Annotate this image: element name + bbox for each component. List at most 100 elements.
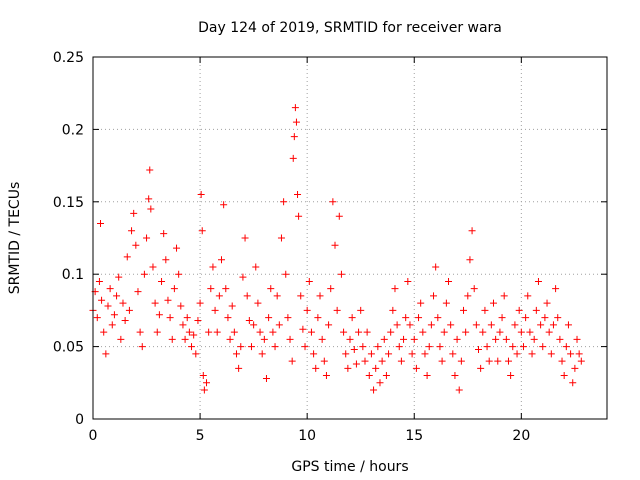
data-point-marker [199, 372, 207, 380]
data-point-marker [243, 292, 251, 300]
data-point-marker [470, 285, 478, 293]
y-tick-label: 0.25 [53, 50, 84, 66]
data-point-marker [526, 328, 534, 336]
data-point-marker [573, 335, 581, 343]
data-point-marker [181, 335, 189, 343]
data-point-marker [552, 285, 560, 293]
data-point-marker [365, 372, 373, 380]
data-point-marker [303, 306, 311, 314]
data-point-marker [235, 364, 243, 372]
y-tick-label: 0 [75, 412, 84, 428]
y-axis-label: SRMTID / TECUs [7, 182, 23, 295]
data-point-marker [374, 343, 382, 351]
plot-frame [92, 56, 608, 420]
data-point-marker [291, 104, 299, 112]
data-point-marker [378, 357, 386, 365]
data-point-marker [472, 321, 480, 329]
data-point-marker [297, 292, 305, 300]
data-point-marker [205, 328, 213, 336]
data-point-marker [395, 343, 403, 351]
data-point-marker [207, 285, 215, 293]
x-tick-label: 0 [89, 428, 98, 444]
data-point-marker [537, 321, 545, 329]
data-point-marker [350, 345, 358, 353]
data-point-marker [331, 241, 339, 249]
data-point-marker [489, 299, 497, 307]
data-point-marker [560, 372, 568, 380]
data-point-marker [355, 328, 363, 336]
data-point-marker [342, 350, 350, 358]
data-point-marker [145, 195, 153, 203]
data-point-marker [173, 244, 181, 252]
data-point-marker [151, 299, 159, 307]
data-point-marker [440, 328, 448, 336]
data-point-marker [209, 263, 217, 271]
data-point-marker [337, 270, 345, 278]
data-point-marker [250, 321, 258, 329]
data-point-marker [513, 350, 521, 358]
data-point-marker [438, 357, 446, 365]
data-point-marker [479, 328, 487, 336]
data-point-marker [256, 328, 264, 336]
data-point-marker [295, 212, 303, 220]
data-point-marker [299, 325, 307, 333]
data-point-marker [132, 241, 140, 249]
data-point-marker [346, 335, 354, 343]
data-point-marker [177, 302, 185, 310]
data-point-marker [247, 343, 255, 351]
data-point-marker [340, 328, 348, 336]
data-point-marker [104, 302, 112, 310]
data-point-marker [280, 198, 288, 206]
data-point-marker [175, 270, 183, 278]
data-point-marker [372, 364, 380, 372]
data-point-marker [269, 328, 277, 336]
data-point-marker [477, 364, 485, 372]
data-point-marker [143, 234, 151, 242]
data-point-marker [363, 328, 371, 336]
data-point-marker [213, 328, 221, 336]
data-point-marker [241, 234, 249, 242]
data-point-marker [333, 306, 341, 314]
data-point-marker [262, 374, 270, 382]
data-point-marker [387, 328, 395, 336]
data-point-marker [492, 335, 500, 343]
data-point-marker [290, 133, 298, 141]
data-point-marker [519, 343, 527, 351]
data-point-marker [96, 220, 104, 228]
data-point-marker [468, 227, 476, 235]
data-point-marker [115, 273, 123, 281]
data-point-marker [457, 357, 465, 365]
data-point-marker [543, 299, 551, 307]
data-point-marker [376, 379, 384, 387]
data-point-marker [554, 314, 562, 322]
data-point-marker [200, 386, 208, 394]
data-point-marker [504, 357, 512, 365]
data-point-marker [286, 335, 294, 343]
data-point-marker [237, 343, 245, 351]
data-point-marker [447, 321, 455, 329]
data-point-marker [577, 357, 585, 365]
data-point-marker [224, 314, 232, 322]
data-point-marker [198, 227, 206, 235]
data-point-marker [575, 350, 583, 358]
data-point-marker [380, 335, 388, 343]
data-point-marker [385, 350, 393, 358]
data-point-marker [265, 314, 273, 322]
data-point-marker [393, 321, 401, 329]
data-point-marker [402, 314, 410, 322]
data-point-marker [271, 343, 279, 351]
data-point-marker [562, 343, 570, 351]
data-point-marker [102, 350, 110, 358]
x-tick-label: 20 [512, 428, 530, 444]
data-point-marker [130, 209, 138, 217]
data-point-marker [549, 321, 557, 329]
data-point-marker [417, 299, 425, 307]
y-tick-label: 0.15 [53, 195, 84, 211]
data-point-marker [509, 343, 517, 351]
data-point-marker [100, 328, 108, 336]
data-point-marker [95, 277, 103, 285]
data-point-marker [273, 292, 281, 300]
data-point-marker [556, 335, 564, 343]
data-point-marker [389, 306, 397, 314]
data-point-marker [547, 350, 555, 358]
